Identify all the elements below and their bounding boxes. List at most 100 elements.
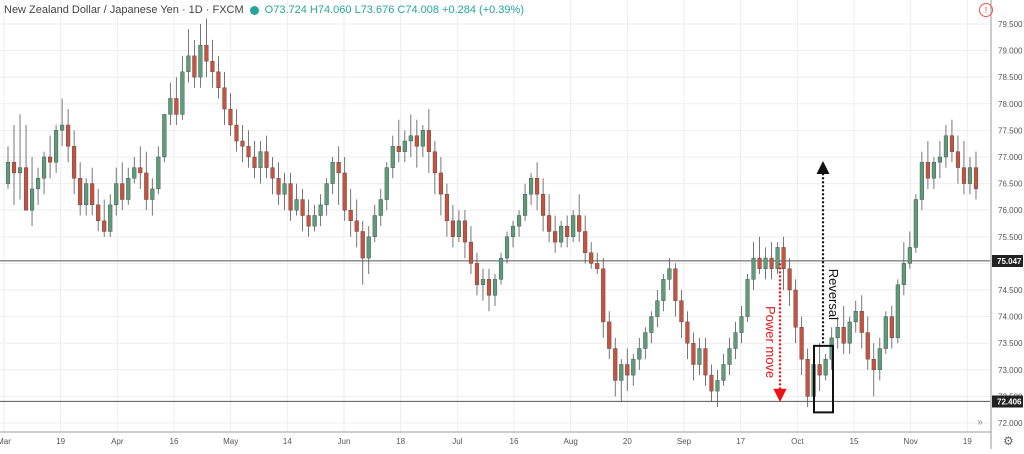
candle-body	[426, 130, 431, 152]
candle-body	[96, 204, 101, 222]
candle-body	[643, 332, 648, 349]
candle-body	[745, 279, 750, 317]
candle-body	[973, 167, 979, 190]
time-axis-label: Mar	[0, 437, 11, 446]
candle-body	[727, 348, 732, 365]
candle-body	[234, 124, 239, 142]
price-axis-label: 75.500	[998, 233, 1023, 242]
candle-body	[823, 358, 828, 376]
candle-body	[258, 151, 263, 168]
candle-body	[366, 236, 371, 259]
price-tag-label: 72.406	[997, 397, 1022, 406]
candle-body	[264, 151, 269, 168]
candle-body	[883, 316, 888, 349]
candle-body	[378, 199, 383, 216]
candle-body	[589, 252, 594, 264]
candle-body	[601, 268, 606, 323]
time-axis-label: Apr	[111, 437, 124, 446]
candle-body	[114, 183, 119, 206]
candle-body	[649, 316, 654, 333]
reversal-highlight-box	[813, 344, 834, 414]
candle-body	[715, 380, 720, 392]
time-axis-label: 19	[56, 437, 65, 446]
candle-body	[198, 45, 203, 78]
time-axis-label: 16	[510, 437, 519, 446]
candle-body	[210, 60, 215, 73]
candle-body	[625, 364, 630, 376]
candle-body	[174, 98, 179, 115]
candle-body	[685, 321, 690, 344]
candle-body	[709, 374, 714, 392]
candle-body	[613, 348, 618, 381]
candle-body	[336, 162, 341, 174]
candle-body	[90, 183, 95, 206]
candle-body	[222, 87, 227, 110]
candle-body	[324, 183, 329, 206]
candle-body	[252, 156, 257, 168]
candle-body	[144, 172, 149, 200]
candle-body	[66, 124, 71, 147]
candle-body	[691, 343, 696, 365]
candle-body	[126, 178, 131, 200]
gear-icon[interactable]: ⚙	[1003, 434, 1014, 448]
price-level-tag: 75.047	[992, 254, 1023, 267]
price-axis-label: 72.000	[998, 419, 1023, 428]
time-axis-label: Nov	[904, 437, 918, 446]
scroll-to-realtime-icon[interactable]: »	[977, 417, 983, 428]
candle-body	[673, 268, 678, 301]
candle-body	[553, 231, 558, 243]
time-axis-label: May	[223, 437, 238, 446]
candle-body	[330, 162, 335, 184]
candle-body	[17, 167, 23, 174]
candle-body	[901, 263, 906, 285]
candle-body	[276, 178, 281, 195]
candle-body	[769, 257, 774, 269]
candle-body	[510, 225, 516, 237]
candle-body	[703, 348, 708, 376]
time-axis-label: Jun	[338, 437, 351, 446]
candle-body	[577, 215, 582, 232]
candle-body	[865, 332, 870, 360]
candle-body	[841, 327, 846, 344]
price-tag-bg	[992, 395, 1023, 408]
price-axis-label: 74.500	[998, 286, 1023, 295]
candle-body	[408, 135, 413, 142]
candle-body	[565, 225, 570, 237]
candle-body	[913, 199, 918, 248]
candle-body	[541, 194, 546, 216]
candle-body	[733, 332, 738, 349]
candle-body	[414, 135, 419, 147]
candle-body	[781, 247, 786, 269]
candle-body	[583, 231, 588, 253]
candle-body	[390, 146, 395, 168]
candle-body	[498, 257, 504, 280]
price-axis-label: 78.500	[998, 73, 1023, 82]
candle-body	[595, 263, 600, 269]
candle-body	[607, 321, 612, 349]
candle-body	[294, 199, 299, 211]
candle-body	[799, 327, 804, 360]
candle-body	[120, 183, 125, 200]
status-dot-icon	[249, 5, 259, 15]
candle-body	[919, 162, 924, 200]
candle-body	[138, 167, 143, 174]
candle-body	[631, 358, 636, 376]
candle-body	[54, 130, 59, 163]
alert-icon[interactable]: !	[979, 3, 993, 17]
candle-body	[29, 188, 35, 211]
candle-body	[943, 135, 948, 158]
price-axis-label: 73.500	[998, 339, 1023, 348]
candle-body	[571, 215, 576, 237]
candle-body	[619, 364, 624, 381]
candle-body	[763, 257, 768, 269]
candle-body	[84, 183, 89, 206]
candle-body	[372, 215, 377, 237]
candle-body	[853, 311, 858, 323]
candle-body	[354, 220, 359, 232]
candle-body	[300, 199, 305, 216]
candle-body	[48, 156, 53, 163]
candle-body	[955, 151, 961, 168]
